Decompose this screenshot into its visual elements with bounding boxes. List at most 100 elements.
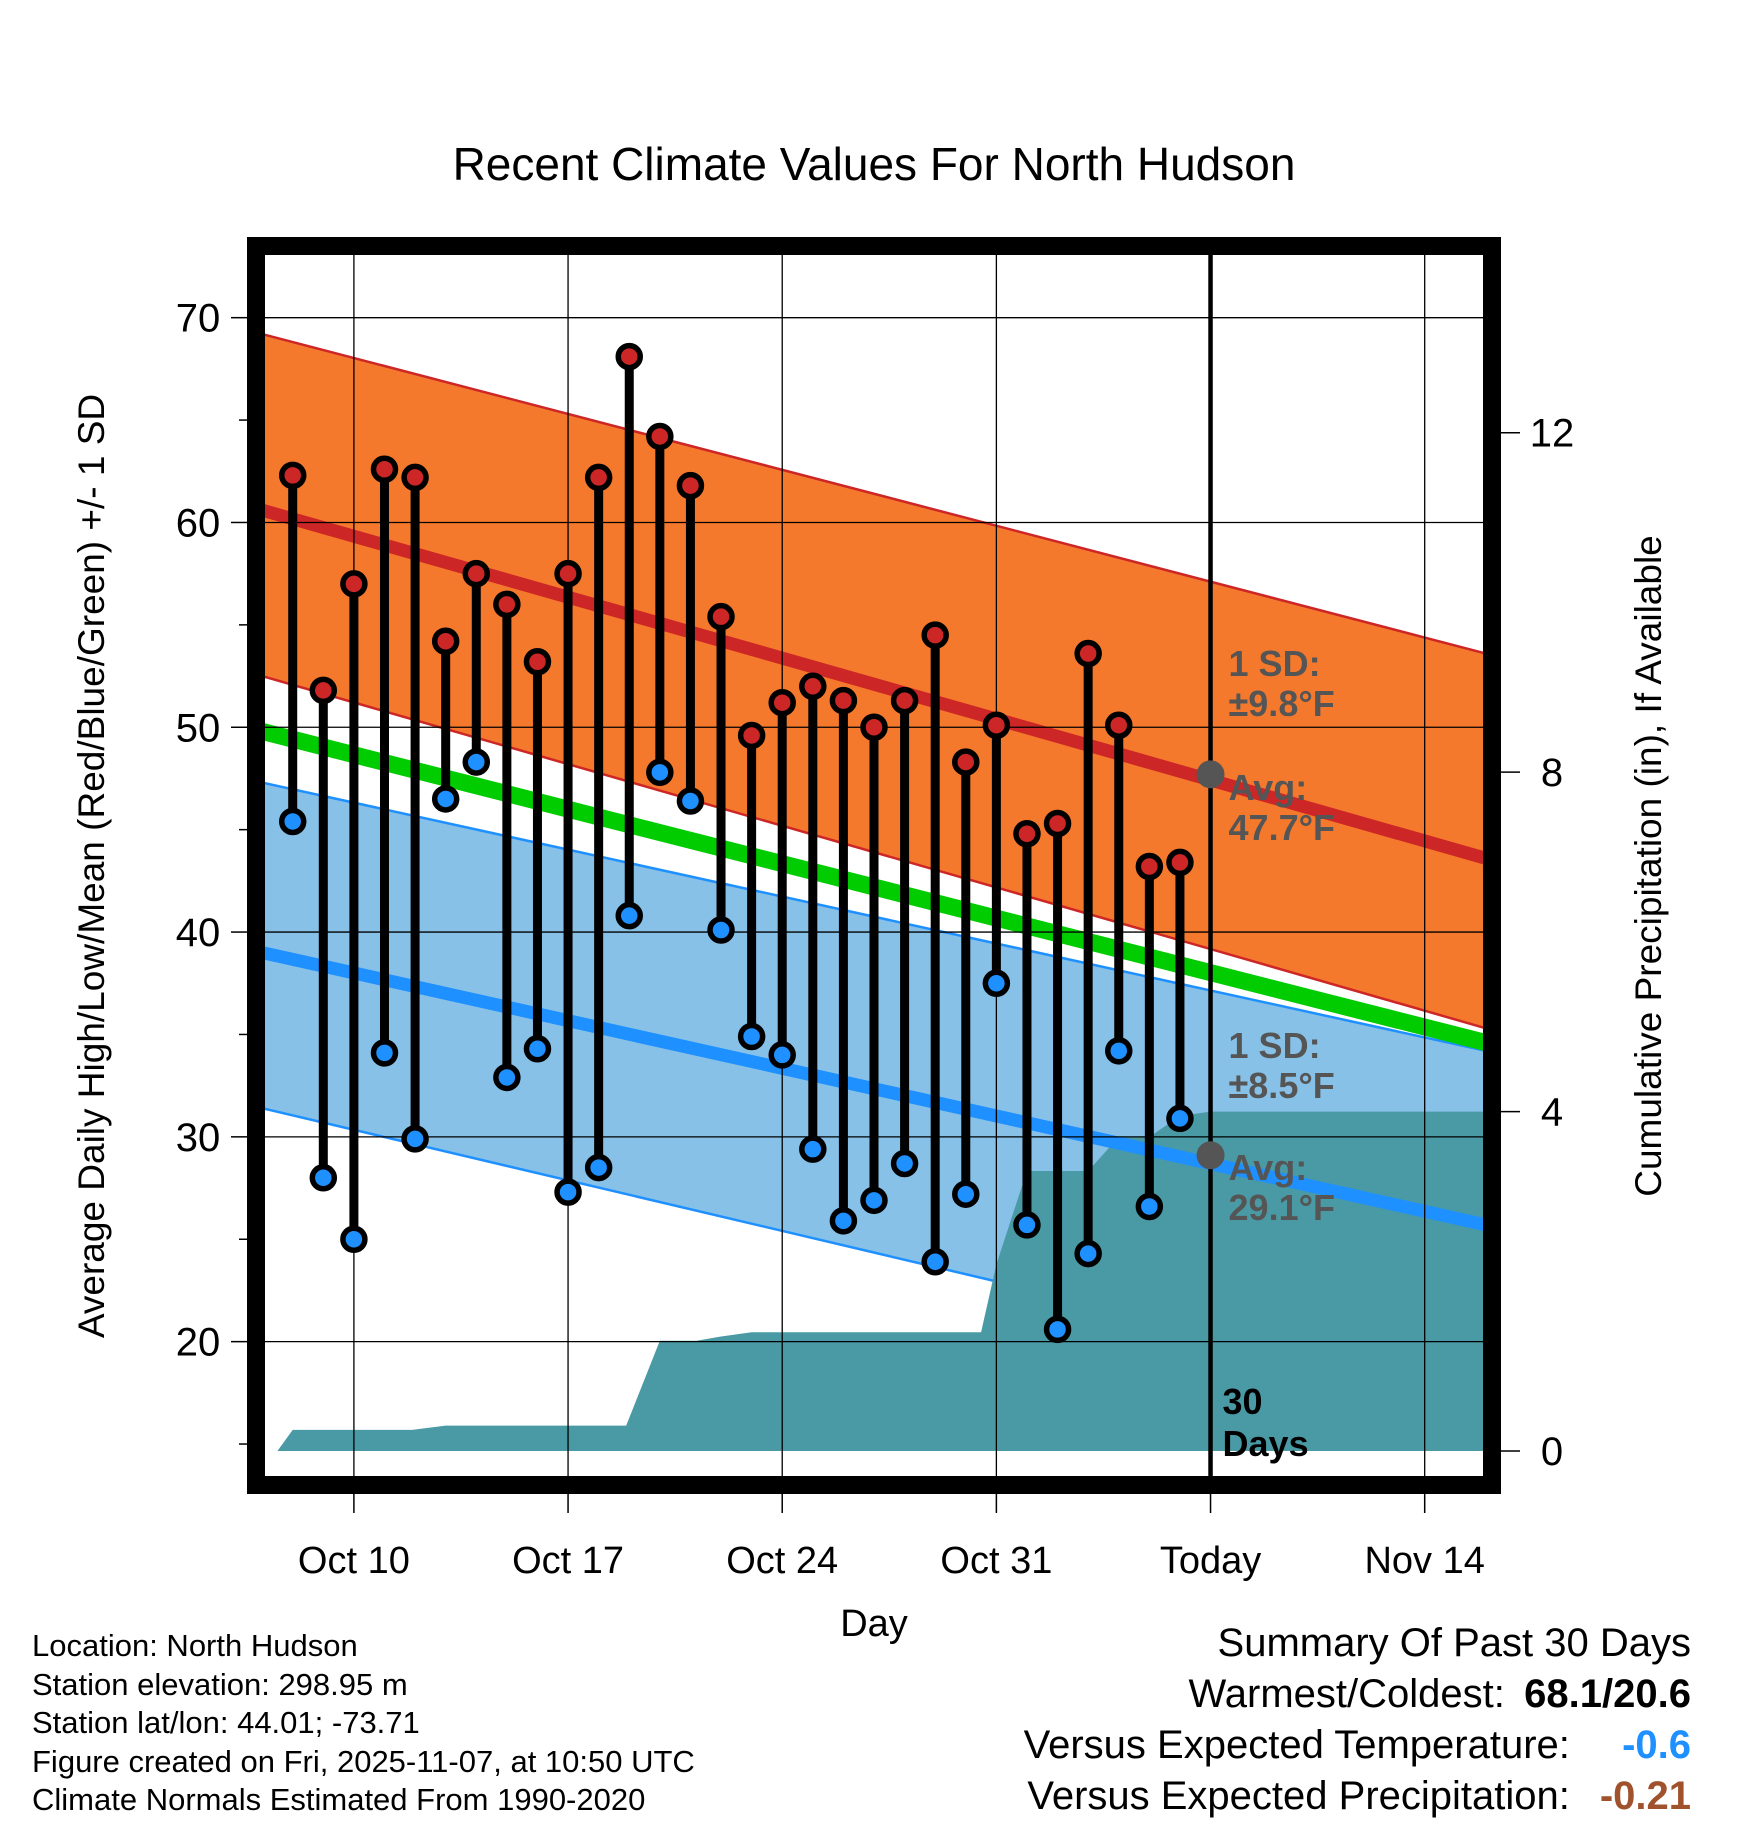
daily-high-point xyxy=(1013,820,1041,848)
elevation-text: Station elevation: 298.95 m xyxy=(32,1666,408,1702)
daily-low-point xyxy=(1043,1315,1072,1344)
daily-low-point xyxy=(1074,1239,1102,1268)
low-sd-value: ±8.5°F xyxy=(1229,1065,1335,1106)
daily-high-point xyxy=(1043,809,1072,838)
latlon-text: Station lat/lon: 44.01; -73.71 xyxy=(32,1705,420,1740)
daily-high-point xyxy=(829,686,858,715)
high-avg-label: Avg: xyxy=(1229,767,1308,808)
y2-tick-label: 8 xyxy=(1541,751,1563,795)
high-band-upper-edge xyxy=(261,332,1487,655)
x-tick-label: Oct 10 xyxy=(298,1540,410,1582)
daily-low-point xyxy=(768,1041,796,1069)
daily-low-point xyxy=(554,1178,582,1206)
x-tick-label: Nov 14 xyxy=(1364,1540,1484,1582)
daily-low-point xyxy=(860,1186,888,1215)
today-high-normal-marker xyxy=(1196,760,1225,789)
daily-high-point xyxy=(890,686,919,715)
x-tick-label: Today xyxy=(1160,1540,1261,1582)
precip-window-label-2: Days xyxy=(1223,1423,1309,1464)
daily-low-point xyxy=(829,1207,858,1235)
warm-cold-label: Warmest/Coldest: xyxy=(1188,1672,1505,1716)
y2-tick-label: 12 xyxy=(1530,412,1575,456)
daily-high-point xyxy=(737,721,766,750)
daily-high-point xyxy=(309,676,338,705)
daily-high-point xyxy=(860,713,888,742)
daily-low-point xyxy=(401,1125,429,1153)
x-tick-label: Oct 31 xyxy=(940,1540,1052,1582)
daily-high-point xyxy=(554,559,582,588)
daily-high-point xyxy=(676,471,705,500)
daily-low-point xyxy=(890,1149,919,1178)
location-text: Location: North Hudson xyxy=(32,1628,358,1663)
daily-high-point xyxy=(278,461,307,490)
summary-panel: Summary Of Past 30 Days Warmest/Coldest:… xyxy=(1024,1618,1691,1822)
daily-low-point xyxy=(1105,1037,1133,1065)
y-tick-label: 50 xyxy=(176,706,221,750)
x-tick-label: Oct 24 xyxy=(726,1540,838,1582)
daily-high-point xyxy=(584,463,613,492)
daily-high-point xyxy=(431,627,460,656)
summary-temp: Versus Expected Temperature: -0.6 xyxy=(1024,1720,1691,1771)
high-sd-value: ±9.8°F xyxy=(1229,683,1335,724)
daily-low-point xyxy=(340,1225,368,1253)
daily-high-point xyxy=(340,570,368,598)
y-axis-label: Average Daily High/Low/Mean (Red/Blue/Gr… xyxy=(71,394,112,1338)
precip-area xyxy=(262,1111,1486,1452)
today-low-normal-marker xyxy=(1196,1141,1225,1170)
daily-high-point xyxy=(646,422,674,451)
normals-text: Climate Normals Estimated From 1990-2020 xyxy=(32,1782,646,1817)
daily-high-point xyxy=(1166,848,1194,877)
daily-high-point xyxy=(1105,711,1133,739)
high-avg-value: 47.7°F xyxy=(1229,807,1335,848)
x-axis-label: Day xyxy=(840,1603,908,1645)
daily-low-point xyxy=(799,1135,827,1163)
daily-low-point xyxy=(309,1164,338,1192)
daily-low-point xyxy=(921,1248,949,1276)
daily-low-point xyxy=(707,916,735,944)
y2-tick-label: 4 xyxy=(1541,1091,1563,1135)
daily-low-point xyxy=(493,1063,521,1092)
temp-value: -0.6 xyxy=(1622,1723,1691,1767)
daily-high-point xyxy=(1074,639,1102,668)
low-avg-label: Avg: xyxy=(1229,1147,1308,1188)
y-tick-label: 30 xyxy=(176,1116,221,1160)
daily-high-point xyxy=(921,621,949,649)
x-tick-label: Oct 17 xyxy=(512,1540,624,1582)
daily-low-point xyxy=(462,748,491,776)
daily-high-point xyxy=(982,711,1011,739)
created-text: Figure created on Fri, 2025-11-07, at 10… xyxy=(32,1743,695,1779)
y2-tick-label: 0 xyxy=(1541,1430,1563,1474)
precip-value: -0.21 xyxy=(1599,1774,1691,1818)
daily-high-point xyxy=(799,672,827,701)
daily-high-point xyxy=(493,590,521,619)
y-tick-label: 60 xyxy=(176,501,221,545)
y-tick-label: 40 xyxy=(176,911,221,955)
summary-title: Summary Of Past 30 Days xyxy=(1217,1621,1691,1665)
y-tick-label: 20 xyxy=(176,1321,221,1365)
daily-low-point xyxy=(523,1035,552,1063)
daily-high-point xyxy=(401,463,429,492)
daily-low-point xyxy=(278,807,307,836)
summary-precip: Versus Expected Precipitation: -0.21 xyxy=(1024,1771,1691,1822)
y2-axis-label: Cumulative Precipitation (in), If Availa… xyxy=(1628,535,1669,1197)
daily-high-point xyxy=(462,559,491,588)
precip-window-label: 30 xyxy=(1223,1381,1263,1422)
daily-low-point xyxy=(952,1180,980,1208)
daily-low-point xyxy=(982,969,1011,998)
daily-low-point xyxy=(737,1022,766,1051)
low-sd-label: 1 SD: xyxy=(1229,1025,1321,1066)
precip-label: Versus Expected Precipitation: xyxy=(1027,1774,1570,1818)
chart-title: Recent Climate Values For North Hudson xyxy=(453,138,1296,190)
daily-high-point xyxy=(523,647,552,676)
high-sd-label: 1 SD: xyxy=(1229,643,1321,684)
warm-cold-value: 68.1/20.6 xyxy=(1524,1672,1691,1716)
daily-high-point xyxy=(707,602,735,631)
temp-label: Versus Expected Temperature: xyxy=(1023,1723,1570,1767)
daily-high-point xyxy=(615,342,643,371)
daily-low-point xyxy=(1135,1192,1164,1221)
daily-low-point xyxy=(584,1153,613,1182)
daily-high-point xyxy=(370,455,399,483)
daily-low-point xyxy=(370,1039,399,1067)
daily-high-point xyxy=(952,748,980,776)
